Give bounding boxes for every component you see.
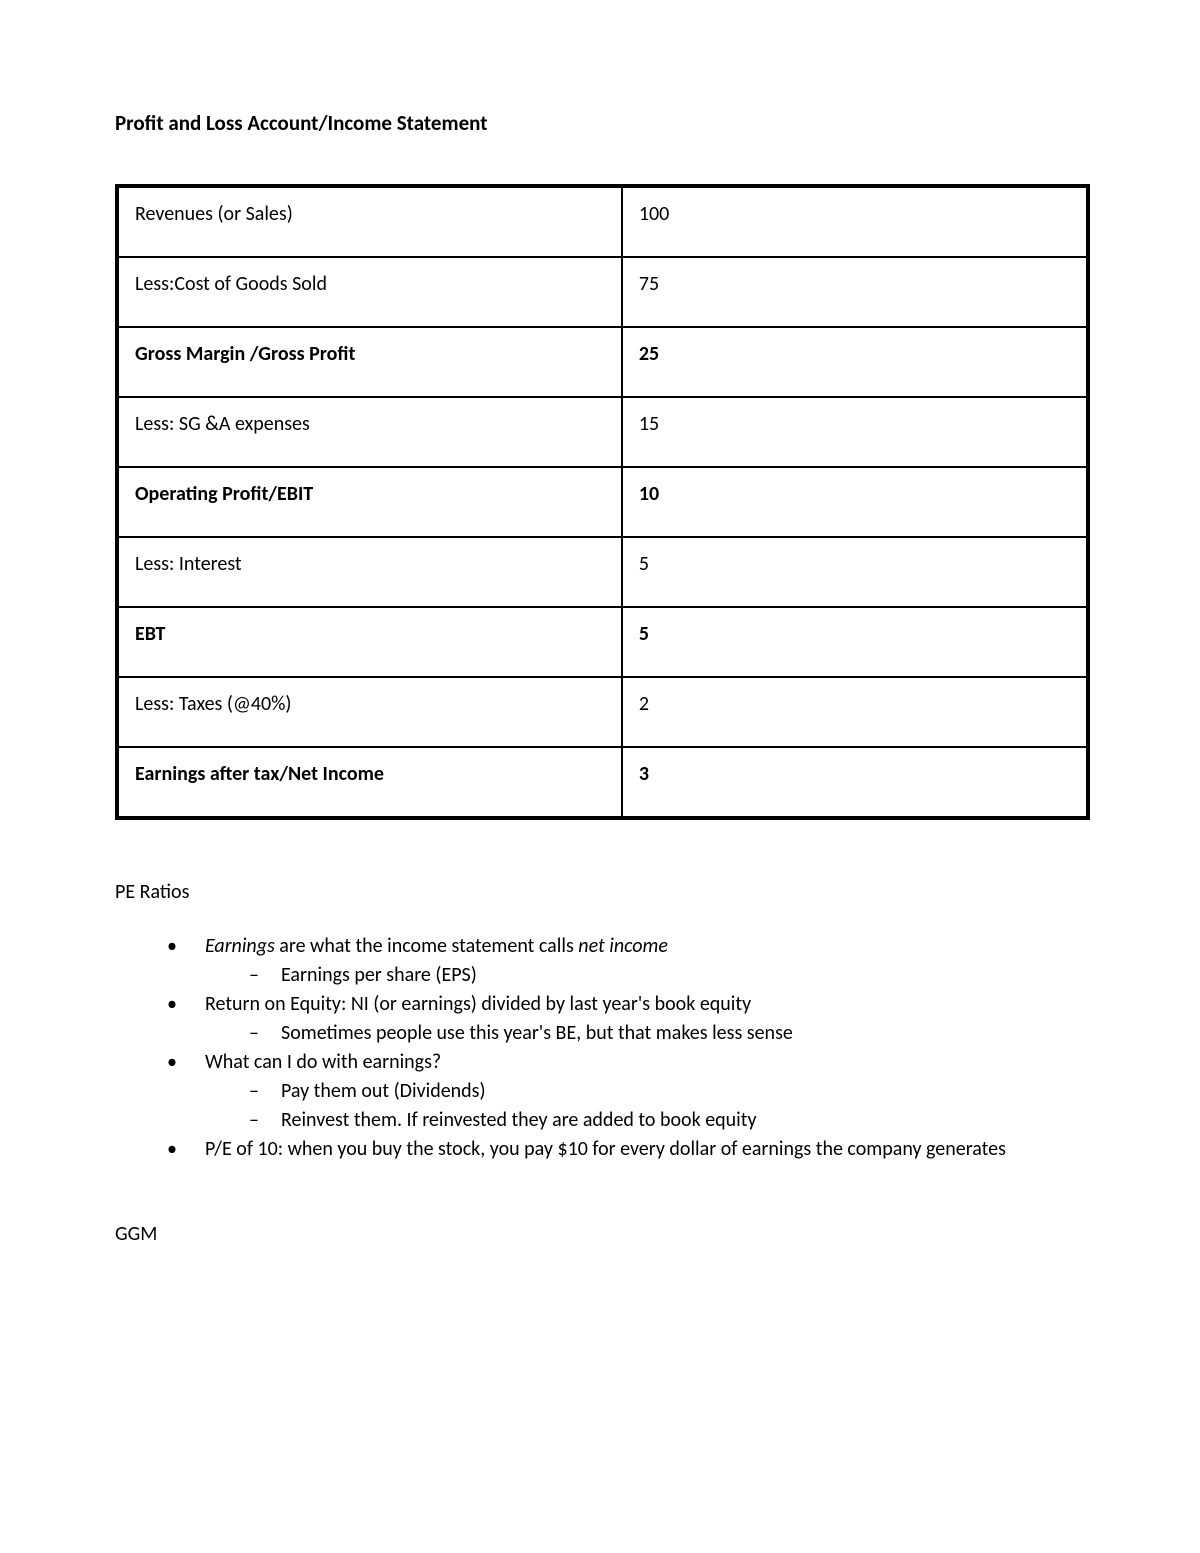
- row-value: 5: [622, 537, 1088, 607]
- row-value: 75: [622, 257, 1088, 327]
- row-value: 3: [622, 747, 1088, 818]
- italic-text: Earnings: [205, 934, 275, 958]
- ggm-heading: GGM: [115, 1222, 1090, 1246]
- table-row: Less: Interest5: [117, 537, 1088, 607]
- document-page: Profit and Loss Account/Income Statement…: [0, 0, 1200, 1246]
- list-item: P/E of 10: when you buy the stock, you p…: [167, 1135, 1090, 1164]
- row-label: Gross Margin /Gross Profit: [117, 327, 622, 397]
- italic-text: net income: [578, 934, 668, 958]
- table-row: Operating Profit/EBIT10: [117, 467, 1088, 537]
- row-label: Earnings after tax/Net Income: [117, 747, 622, 818]
- row-label: Less: Interest: [117, 537, 622, 607]
- table-row: EBT5: [117, 607, 1088, 677]
- row-label: EBT: [117, 607, 622, 677]
- table-row: Less: Taxes (@40%)2: [117, 677, 1088, 747]
- row-label: Less: SG &A expenses: [117, 397, 622, 467]
- table-row: Less: SG &A expenses15: [117, 397, 1088, 467]
- row-value: 2: [622, 677, 1088, 747]
- row-value: 15: [622, 397, 1088, 467]
- text: What can I do with earnings?: [205, 1050, 441, 1074]
- table-row: Gross Margin /Gross Profit25: [117, 327, 1088, 397]
- income-statement-table: Revenues (or Sales)100Less:Cost of Goods…: [115, 184, 1090, 820]
- page-title: Profit and Loss Account/Income Statement: [115, 110, 1090, 136]
- list-item: What can I do with earnings? Pay them ou…: [167, 1048, 1090, 1135]
- row-label: Less: Taxes (@40%): [117, 677, 622, 747]
- list-item: Return on Equity: NI (or earnings) divid…: [167, 990, 1090, 1048]
- row-value: 25: [622, 327, 1088, 397]
- table-row: Revenues (or Sales)100: [117, 186, 1088, 257]
- list-item: Pay them out (Dividends): [249, 1077, 1090, 1106]
- table-row: Earnings after tax/Net Income3: [117, 747, 1088, 818]
- sub-list: Pay them out (Dividends) Reinvest them. …: [249, 1077, 1090, 1135]
- list-item: Sometimes people use this year's BE, but…: [249, 1019, 1090, 1048]
- list-item: Earnings are what the income statement c…: [167, 932, 1090, 990]
- row-value: 10: [622, 467, 1088, 537]
- text: are what the income statement calls: [275, 934, 579, 958]
- row-value: 5: [622, 607, 1088, 677]
- list-item: Reinvest them. If reinvested they are ad…: [249, 1106, 1090, 1135]
- sub-list: Sometimes people use this year's BE, but…: [249, 1019, 1090, 1048]
- row-label: Revenues (or Sales): [117, 186, 622, 257]
- row-label: Operating Profit/EBIT: [117, 467, 622, 537]
- pe-ratios-list: Earnings are what the income statement c…: [167, 932, 1090, 1164]
- sub-list: Earnings per share (EPS): [249, 961, 1090, 990]
- list-item: Earnings per share (EPS): [249, 961, 1090, 990]
- row-label: Less:Cost of Goods Sold: [117, 257, 622, 327]
- text: Return on Equity: NI (or earnings) divid…: [205, 992, 751, 1016]
- row-value: 100: [622, 186, 1088, 257]
- table-row: Less:Cost of Goods Sold75: [117, 257, 1088, 327]
- pe-ratios-heading: PE Ratios: [115, 880, 1090, 904]
